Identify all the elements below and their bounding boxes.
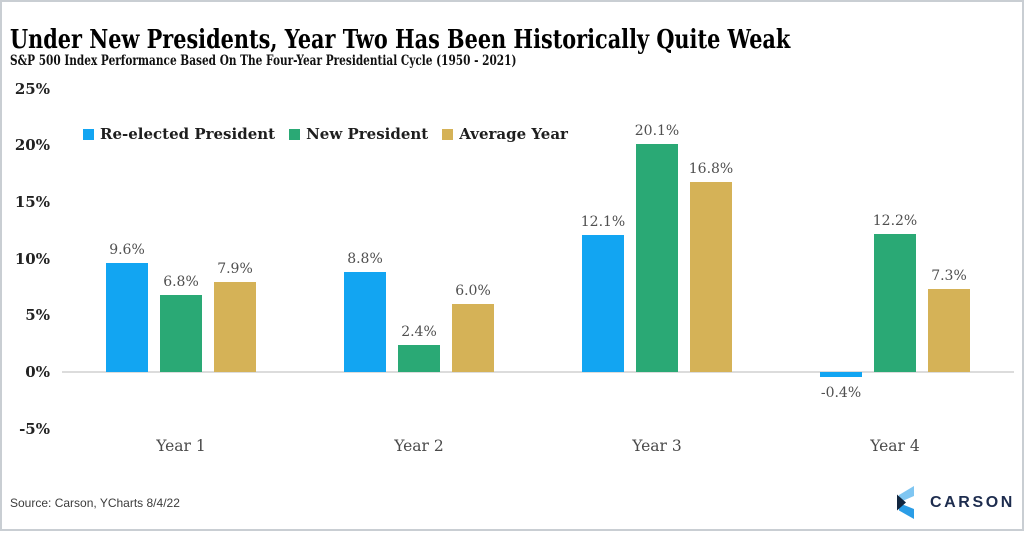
bar-year3-series1: [582, 234, 624, 372]
y-axis-tick-label: 10%: [14, 249, 50, 268]
bar-value-label: 8.8%: [347, 251, 383, 268]
y-axis-tick-label: 5%: [25, 306, 50, 325]
bar-value-label: -0.4%: [820, 384, 862, 401]
carson-wordmark: CARSON: [930, 493, 1015, 511]
bar-year4-series1: [820, 372, 862, 377]
bar-value-label: 7.3%: [931, 268, 967, 285]
bar-year1-series2: [160, 294, 202, 372]
x-axis-category-label: Year 1: [156, 437, 206, 455]
bar-year2-series2: [398, 344, 440, 372]
legend-swatch-icon: [442, 128, 454, 140]
source-note: Source: Carson, YCharts 8/4/22: [10, 496, 180, 510]
legend-swatch-icon: [83, 128, 94, 140]
bar-value-label: 12.2%: [872, 212, 918, 229]
bar-year2-series1: [344, 272, 386, 372]
bar-value-label: 9.6%: [109, 242, 145, 259]
bar-year3-series2: [636, 144, 678, 372]
y-axis-tick-label: 25%: [14, 79, 50, 98]
bar-year3-series3: [690, 181, 732, 372]
x-axis-category-label: Year 2: [394, 437, 444, 455]
bar-year2-series3: [452, 304, 494, 372]
legend-swatch-icon: [289, 128, 301, 140]
x-axis-category-label: Year 4: [870, 437, 920, 455]
bar-year4-series2: [874, 233, 916, 372]
y-axis-tick-label: 15%: [14, 193, 50, 212]
carson-logo: CARSON: [895, 486, 1015, 519]
bar-value-label: 6.0%: [455, 283, 491, 300]
zero-gridline: [62, 371, 1014, 373]
y-axis-tick-label: -5%: [19, 419, 50, 438]
bar-value-label: 7.9%: [217, 261, 253, 278]
chart-subtitle: S&P 500 Index Performance Based On The F…: [10, 53, 517, 70]
legend-label: Average Year: [459, 125, 568, 143]
y-axis-tick-label: 0%: [25, 363, 50, 381]
y-axis-tick-label: 20%: [14, 136, 50, 155]
bar-year1-series1: [106, 263, 148, 372]
chart-legend: Re-elected President New President Average…: [83, 125, 568, 143]
legend-item: Average Year: [442, 125, 568, 143]
legend-item: New President: [289, 125, 428, 143]
bar-value-label: 2.4%: [401, 323, 437, 340]
legend-label: Re-elected President: [100, 125, 276, 143]
chart-title: Under New Presidents, Year Two Has Been …: [10, 25, 791, 56]
legend-item: Re-elected President: [83, 125, 275, 143]
bar-value-label: 16.8%: [688, 160, 734, 177]
x-axis-category-label: Year 3: [632, 437, 682, 455]
bar-value-label: 20.1%: [634, 123, 680, 140]
bar-value-label: 12.1%: [580, 213, 626, 230]
bar-value-label: 6.8%: [163, 273, 199, 290]
legend-label: New President: [306, 125, 429, 143]
bar-year4-series3: [928, 289, 970, 372]
bar-year1-series3: [214, 282, 256, 372]
carson-chevron-icon: [897, 486, 914, 519]
